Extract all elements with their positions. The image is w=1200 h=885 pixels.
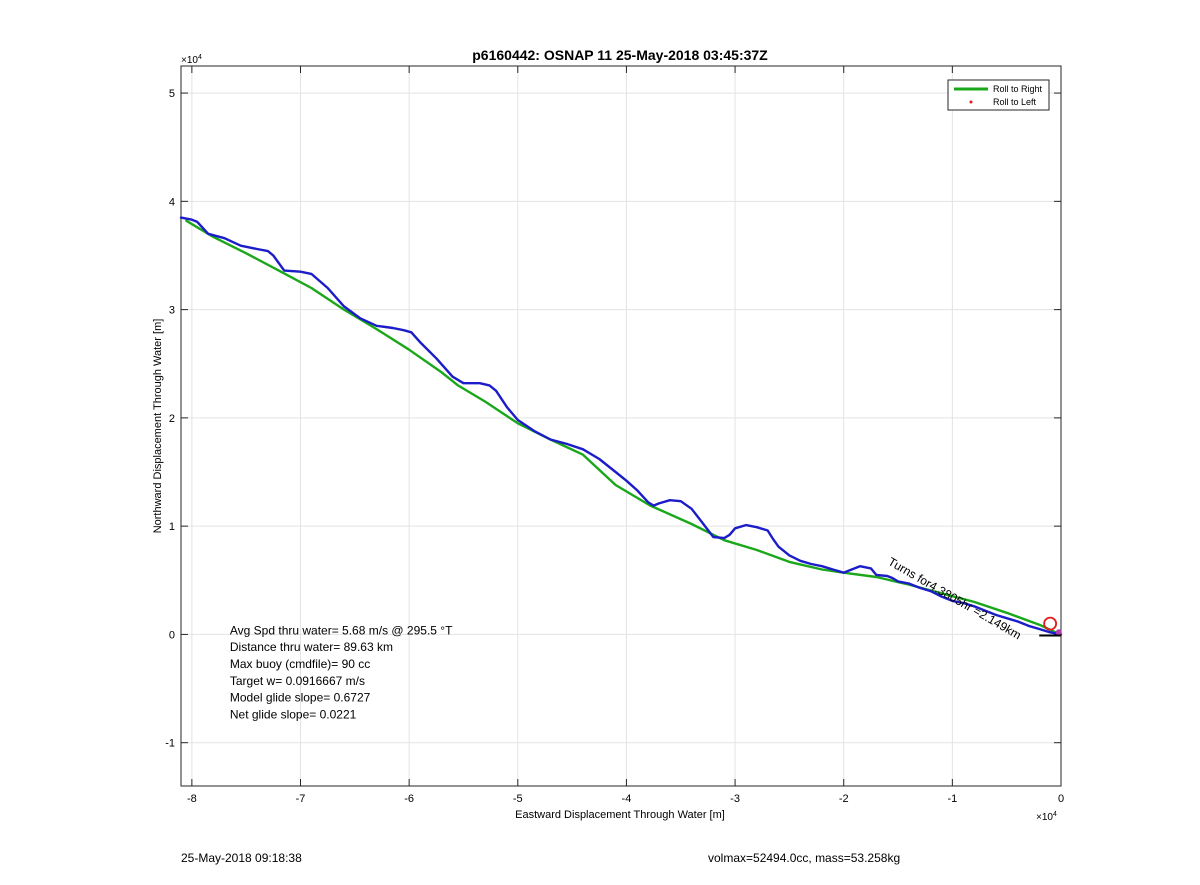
- y-tick-label: 0: [169, 629, 175, 641]
- legend: Roll to Right Roll to Left: [947, 79, 1050, 111]
- stat-annotation: Max buoy (cmdfile)= 90 cc: [230, 657, 370, 671]
- x-tick-label: 0: [1058, 793, 1064, 805]
- turn-annotation: Turns for4.3805hr =2.149km: [886, 555, 1024, 643]
- x-tick-label: -2: [839, 793, 849, 805]
- x-tick-label: -3: [730, 793, 740, 805]
- legend-box: [947, 79, 1050, 111]
- y-tick-label: 5: [169, 88, 175, 100]
- footer-timestamp: 25-May-2018 09:18:38: [181, 851, 302, 865]
- footer-vehicle-info: volmax=52494.0cc, mass=53.258kg: [708, 851, 901, 865]
- series-lines: [179, 216, 1063, 637]
- x-tick-label: -5: [513, 793, 523, 805]
- y-axis-exponent: ×104: [181, 54, 202, 66]
- x-tick-label: -4: [622, 793, 632, 805]
- series-roll-to-right: [185, 219, 1057, 634]
- y-tick-label: -1: [165, 738, 175, 750]
- y-tick-label: 2: [169, 413, 175, 425]
- y-tick-label: 4: [169, 196, 175, 208]
- legend-swatch-dot: [969, 100, 973, 104]
- axes-frame: [180, 65, 1062, 787]
- axis-ticks: -8 -7 -6 -5 -4 -3 -2 -1 0 -1 0 1 2 3 4 5: [165, 66, 1064, 805]
- end-marker: [1043, 616, 1058, 631]
- y-axis-label: Northward Displacement Through Water [m]: [152, 319, 164, 534]
- stat-annotation: Net glide slope= 0.0221: [230, 707, 357, 721]
- x-tick-label: -7: [296, 793, 306, 805]
- series-track: [179, 216, 1063, 636]
- x-axis-label: Eastward Displacement Through Water [m]: [515, 809, 725, 821]
- legend-label: Roll to Left: [993, 97, 1037, 107]
- start-marker: [1055, 629, 1062, 636]
- grid-lines: [181, 66, 1062, 786]
- x-axis-exponent: ×104: [1036, 811, 1057, 823]
- y-tick-label: 1: [169, 521, 175, 533]
- stat-annotation: Distance thru water= 89.63 km: [230, 640, 393, 654]
- stat-annotation: Model glide slope= 0.6727: [230, 691, 371, 705]
- stat-annotation: Avg Spd thru water= 5.68 m/s @ 295.5 °T: [230, 623, 453, 637]
- x-tick-label: -8: [187, 793, 197, 805]
- x-tick-label: -6: [404, 793, 414, 805]
- legend-label: Roll to Right: [993, 84, 1043, 94]
- stat-annotation: Target w= 0.0916667 m/s: [230, 674, 365, 688]
- chart-title: p6160442: OSNAP 11 25-May-2018 03:45:37Z: [472, 47, 768, 63]
- y-tick-label: 3: [169, 305, 175, 317]
- x-tick-label: -1: [947, 793, 957, 805]
